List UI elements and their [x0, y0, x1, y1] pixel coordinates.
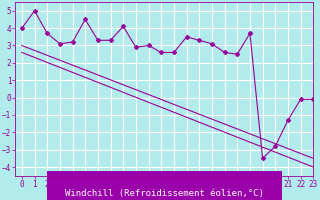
X-axis label: Windchill (Refroidissement éolien,°C): Windchill (Refroidissement éolien,°C) — [65, 189, 264, 198]
